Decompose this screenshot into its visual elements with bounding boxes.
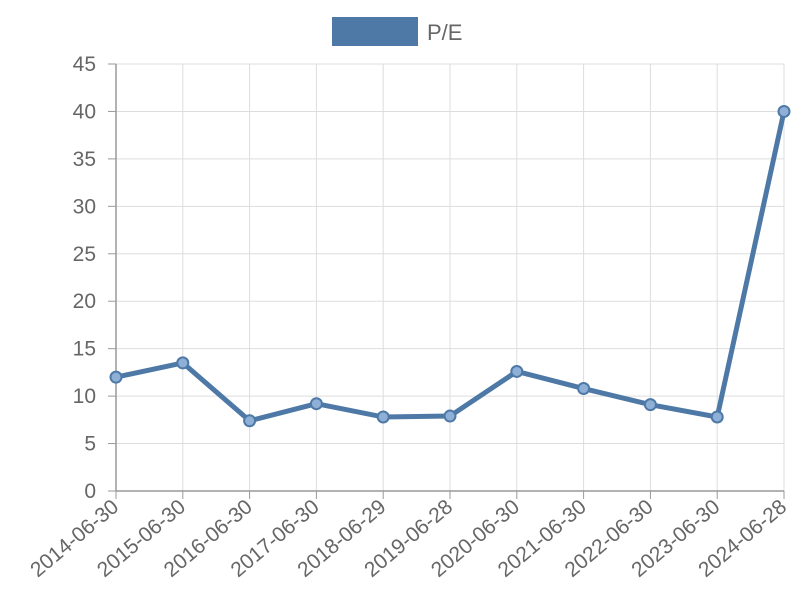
- y-tick-label-0: 0: [84, 480, 96, 503]
- y-tick-label-25: 25: [73, 243, 96, 266]
- y-tick-label-30: 30: [73, 195, 96, 218]
- data-point[interactable]: [443, 409, 457, 423]
- data-point[interactable]: [710, 410, 724, 424]
- legend[interactable]: P/E: [332, 17, 462, 46]
- y-tick-label-10: 10: [73, 385, 96, 408]
- data-point[interactable]: [109, 370, 123, 384]
- y-tick-label-40: 40: [73, 100, 96, 123]
- data-point[interactable]: [243, 414, 257, 428]
- data-point[interactable]: [510, 364, 524, 378]
- grid: [116, 63, 785, 491]
- legend-swatch[interactable]: [332, 17, 418, 46]
- data-point[interactable]: [643, 398, 657, 412]
- x-axis-tick-labels: 2014-06-302015-06-302016-06-302017-06-30…: [26, 495, 791, 582]
- data-point[interactable]: [777, 104, 791, 118]
- data-point[interactable]: [577, 382, 591, 396]
- y-tick-label-5: 5: [84, 433, 96, 456]
- y-tick-label-20: 20: [73, 290, 96, 313]
- y-tick-label-35: 35: [73, 148, 96, 171]
- data-point[interactable]: [176, 356, 190, 370]
- y-tick-label-45: 45: [73, 53, 96, 76]
- y-tick-label-15: 15: [73, 338, 96, 361]
- data-point[interactable]: [376, 410, 390, 424]
- series-pe: [109, 104, 791, 428]
- y-axis-tick-labels: 0 5 10 15 20 25 30 35 40 45: [73, 53, 96, 503]
- data-point[interactable]: [309, 397, 323, 411]
- axes: [108, 63, 785, 499]
- legend-label-pe[interactable]: P/E: [427, 20, 462, 45]
